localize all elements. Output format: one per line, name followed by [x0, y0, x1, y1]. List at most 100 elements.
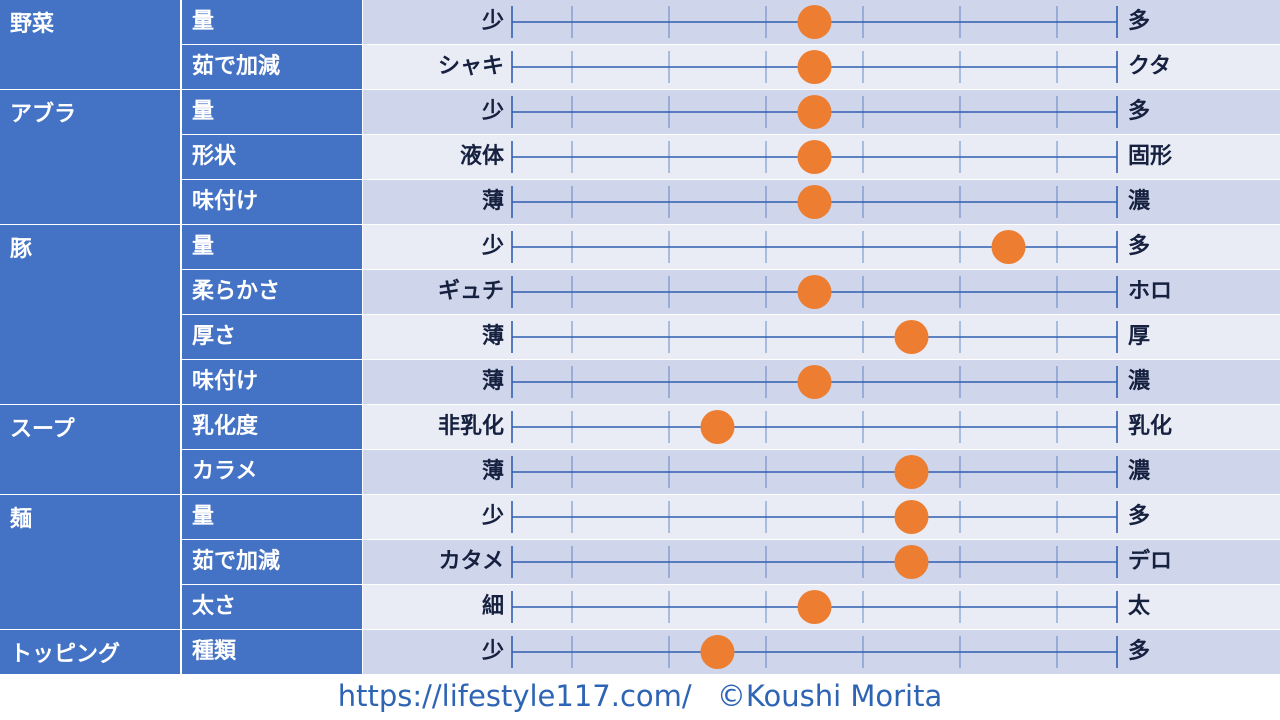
rating-marker	[797, 5, 832, 39]
scale-max-label: 多	[1128, 99, 1151, 124]
rating-marker	[797, 95, 832, 129]
footer-copyright: ©Koushi Morita	[716, 679, 943, 713]
chart-row: 茹で加減 カタメ デロ	[0, 540, 1280, 585]
scale-max-label: 多	[1128, 504, 1151, 529]
scale-track	[511, 95, 1118, 129]
category-label: 豚	[0, 225, 180, 404]
rating-marker	[700, 635, 735, 669]
scale-min-label: ギュチ	[437, 279, 504, 304]
scale-track	[511, 50, 1118, 84]
chart-row: 量少多	[0, 90, 1280, 135]
category-label: アブラ	[0, 90, 180, 224]
chart-row: 味付け 薄 濃	[0, 360, 1280, 405]
scale-max-label: 濃	[1128, 189, 1151, 214]
scale-min-label: 液体	[459, 144, 504, 169]
scale-min-label: カタメ	[438, 549, 504, 574]
chart-row: 形状 液体 固形	[0, 135, 1280, 180]
scale-min-label: 薄	[481, 189, 504, 214]
footer-url[interactable]: https://lifestyle117.com/	[337, 679, 692, 713]
rating-marker	[894, 500, 929, 534]
scale-track	[511, 275, 1118, 309]
chart-row: 量少多	[0, 225, 1280, 270]
scale-max-label: 濃	[1128, 459, 1151, 484]
chart-row: 厚さ 薄 厚	[0, 315, 1280, 360]
rating-marker	[797, 50, 832, 84]
rating-marker	[991, 230, 1026, 264]
scale-max-label: 多	[1128, 639, 1151, 664]
scale-track	[511, 590, 1118, 624]
scale-track	[511, 545, 1118, 579]
category-label: 野菜	[0, 0, 180, 89]
attribute-label: 味付け	[182, 360, 362, 404]
scale-min-label: 少	[481, 99, 504, 124]
scale-min-label: 細	[481, 594, 504, 619]
chart-row: 量少多	[0, 495, 1280, 540]
scale-track	[511, 410, 1118, 444]
category-label: トッピング	[0, 630, 180, 674]
footer: https://lifestyle117.com/ ©Koushi Morita	[0, 675, 1280, 720]
taste-profile-chart: 野菜量少多茹で加減 シャキ クタ アブラ量少多形状 液体 固形 味付け薄濃豚量少多柔らかさギ…	[0, 0, 1280, 675]
scale-track	[511, 230, 1118, 264]
scale-min-label: 薄	[481, 324, 504, 349]
category-label: 麺	[0, 495, 180, 629]
scale-track	[511, 365, 1118, 399]
scale-min-label: 非乳化	[437, 414, 504, 439]
scale-track	[511, 320, 1118, 354]
scale-max-label: 太	[1128, 594, 1151, 619]
attribute-label: 量	[182, 90, 362, 134]
attribute-label: 形状	[182, 135, 362, 179]
scale-max-label: 乳化	[1128, 414, 1173, 439]
attribute-label: 量	[182, 0, 362, 44]
scale-track	[511, 455, 1118, 489]
attribute-label: 味付け	[182, 180, 362, 224]
rating-marker	[797, 365, 832, 399]
chart-row: 量少多	[0, 0, 1280, 45]
rating-marker	[700, 410, 735, 444]
scale-min-label: 少	[481, 639, 504, 664]
attribute-label: 茹で加減	[182, 540, 362, 584]
scale-track	[511, 185, 1118, 219]
rating-marker	[797, 590, 832, 624]
rating-marker	[894, 455, 929, 489]
scale-min-label: シャキ	[437, 54, 504, 79]
scale-max-label: 多	[1128, 9, 1151, 34]
attribute-label: 種類	[182, 630, 362, 674]
rating-marker	[797, 275, 832, 309]
attribute-label: 量	[182, 225, 362, 269]
scale-max-label: クタ	[1128, 54, 1172, 79]
rating-marker	[894, 545, 929, 579]
attribute-label: 量	[182, 495, 362, 539]
scale-max-label: ホロ	[1128, 279, 1173, 304]
scale-track	[511, 5, 1118, 39]
scale-track	[511, 500, 1118, 534]
category-label: スープ	[0, 405, 180, 494]
chart-row: 茹で加減 シャキ クタ	[0, 45, 1280, 90]
scale-track	[511, 140, 1118, 174]
scale-min-label: 薄	[481, 459, 504, 484]
scale-min-label: 少	[481, 234, 504, 259]
scale-max-label: 厚	[1128, 324, 1151, 349]
scale-max-label: 多	[1128, 234, 1151, 259]
scale-track	[511, 635, 1118, 669]
chart-row: 太さ 細 太	[0, 585, 1280, 630]
rating-marker	[797, 185, 832, 219]
chart-row: 種類 少 多	[0, 630, 1280, 675]
scale-max-label: 濃	[1128, 369, 1151, 394]
scale-max-label: 固形	[1128, 144, 1173, 169]
chart-row: 乳化度 非乳化 乳化	[0, 405, 1280, 450]
scale-min-label: 少	[481, 9, 504, 34]
chart-row: 柔らかさ ギュチ ホロ	[0, 270, 1280, 315]
scale-max-label: デロ	[1128, 549, 1173, 574]
attribute-label: 太さ	[182, 585, 362, 629]
attribute-label: 柔らかさ	[182, 270, 362, 314]
chart-row: 味付け 薄 濃	[0, 180, 1280, 225]
chart-row: カラメ 薄 濃	[0, 450, 1280, 495]
attribute-label: 茹で加減	[182, 45, 362, 89]
attribute-label: カラメ	[182, 450, 362, 494]
rating-marker	[894, 320, 929, 354]
rating-marker	[797, 140, 832, 174]
scale-min-label: 少	[481, 504, 504, 529]
attribute-label: 厚さ	[182, 315, 362, 359]
scale-min-label: 薄	[481, 369, 504, 394]
attribute-label: 乳化度	[182, 405, 362, 449]
